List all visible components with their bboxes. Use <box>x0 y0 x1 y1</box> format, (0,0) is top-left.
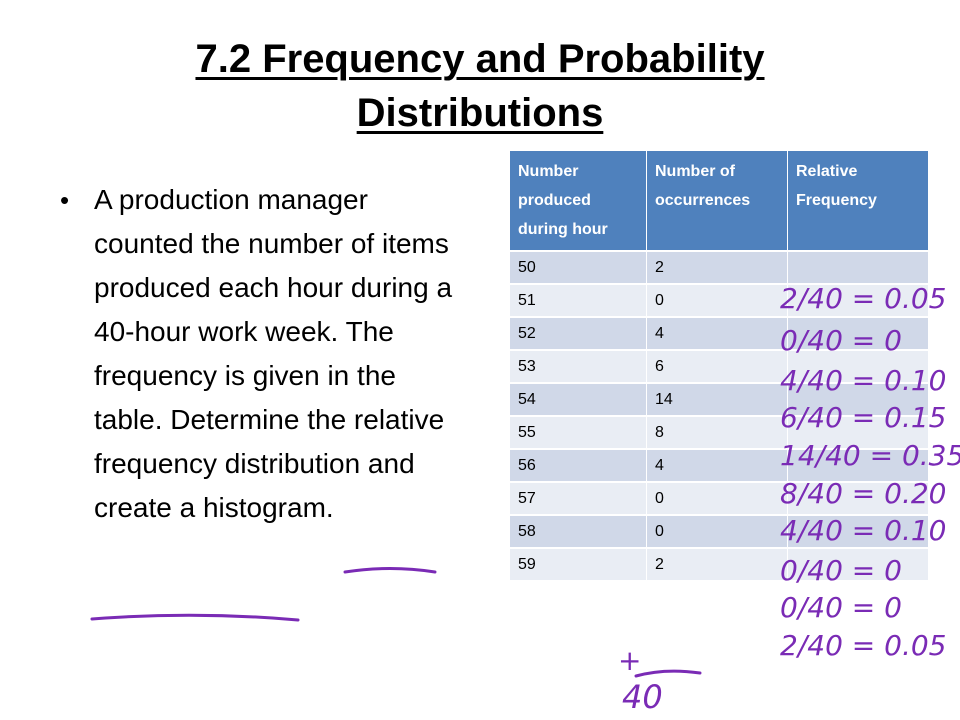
cell-number: 57 <box>510 481 647 515</box>
cell-occurrences: 14 <box>646 382 788 416</box>
handwritten-answers: 2/40 = 0.05 0/40 = 0 4/40 = 0.10 6/40 = … <box>618 282 960 716</box>
cell-number: 56 <box>510 448 647 482</box>
cell-number: 54 <box>510 382 647 416</box>
handwritten-answer: 0/40 = 0 <box>780 591 902 624</box>
title-line-2: Distributions <box>356 91 604 135</box>
table-row: 56 4 <box>510 448 929 482</box>
bullet-text: A production manager counted the number … <box>94 184 453 523</box>
underline-create-mark <box>343 567 437 574</box>
table-row: 54 14 <box>510 382 929 416</box>
handwritten-answer: 8/40 = 0.20 <box>780 477 946 510</box>
cell-relative-frequency <box>787 547 929 580</box>
header-relative-frequency: Relative Frequency <box>787 151 929 251</box>
handwritten-answer: 0/40 = 0 <box>780 324 902 357</box>
cell-number: 53 <box>510 349 647 383</box>
cell-relative-frequency <box>787 382 929 416</box>
frequency-table: Number produced during hour Number of oc… <box>510 151 929 580</box>
title-line-1: 7.2 Frequency and Probability <box>195 37 765 81</box>
table-row: 52 4 <box>510 316 929 350</box>
cell-relative-frequency <box>787 415 929 449</box>
cell-occurrences: 2 <box>646 250 788 284</box>
table-row: 58 0 <box>510 514 929 548</box>
cell-occurrences: 4 <box>646 316 788 350</box>
table-row: 51 0 <box>510 283 929 317</box>
cell-number: 52 <box>510 316 647 350</box>
cell-occurrences: 4 <box>646 448 788 482</box>
handwritten-answer: 2/40 = 0.05 <box>780 282 946 315</box>
underline-histogram-mark <box>90 613 300 622</box>
slide-title: 7.2 Frequency and Probability Distributi… <box>60 32 900 140</box>
cell-relative-frequency <box>787 283 929 317</box>
cell-number: 51 <box>510 283 647 317</box>
table-row: 53 6 <box>510 349 929 383</box>
cell-occurrences: 0 <box>646 514 788 548</box>
handwritten-answer: 0/40 = 0 <box>780 554 902 587</box>
handwritten-sum-total: 40 <box>622 678 663 716</box>
cell-relative-frequency <box>787 349 929 383</box>
cell-occurrences: 0 <box>646 283 788 317</box>
handwritten-sum-line <box>634 669 702 678</box>
bullet-marker: • <box>60 185 70 215</box>
table-row: 55 8 <box>510 415 929 449</box>
table-header-row: Number produced during hour Number of oc… <box>510 151 929 251</box>
cell-occurrences: 6 <box>646 349 788 383</box>
table-row: 59 2 <box>510 547 929 580</box>
header-number-produced: Number produced during hour <box>510 151 647 251</box>
handwritten-answer: 6/40 = 0.15 <box>780 401 946 434</box>
handwritten-answer: 4/40 = 0.10 <box>780 364 946 397</box>
cell-number: 58 <box>510 514 647 548</box>
cell-occurrences: 0 <box>646 481 788 515</box>
cell-relative-frequency <box>787 514 929 548</box>
cell-relative-frequency <box>787 316 929 350</box>
handwritten-plus-sign: + <box>618 644 641 677</box>
handwritten-answer: 2/40 = 0.05 <box>780 629 946 662</box>
cell-occurrences: 8 <box>646 415 788 449</box>
table-row: 50 2 <box>510 250 929 284</box>
cell-number: 55 <box>510 415 647 449</box>
cell-number: 50 <box>510 250 647 284</box>
cell-relative-frequency <box>787 448 929 482</box>
handwritten-answer: 14/40 = 0.35 <box>780 439 960 472</box>
table-row: 57 0 <box>510 481 929 515</box>
cell-relative-frequency <box>787 250 929 284</box>
cell-number: 59 <box>510 547 647 580</box>
header-occurrences: Number of occurrences <box>646 151 788 251</box>
cell-relative-frequency <box>787 481 929 515</box>
handwritten-answer: 4/40 = 0.10 <box>780 514 946 547</box>
cell-occurrences: 2 <box>646 547 788 580</box>
